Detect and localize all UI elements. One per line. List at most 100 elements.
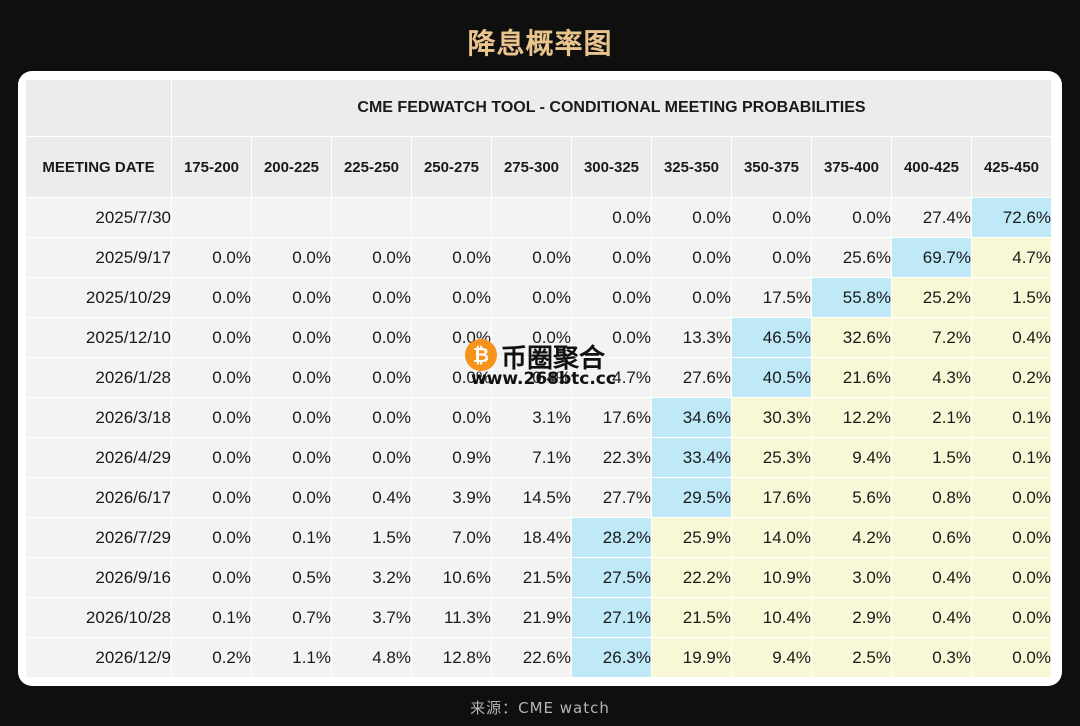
probability-cell: 33.4%	[651, 437, 732, 478]
probability-cell: 2.5%	[811, 637, 892, 678]
probability-cell: 46.5%	[731, 317, 812, 358]
probability-cell: 17.6%	[731, 477, 812, 518]
table-body: 2025/7/30 0.0% 0.0% 0.0% 0.0% 27.4% 72.6% 2025/…	[25, 197, 1052, 678]
rate-range-header: 200-225	[251, 136, 332, 198]
probability-cell: 30.3%	[731, 397, 812, 438]
meeting-date-cell: 2025/12/10	[25, 317, 172, 358]
probability-cell: 0.0%	[331, 237, 412, 278]
probability-cell: 5.6%	[811, 477, 892, 518]
probability-cell: 0.0%	[411, 277, 492, 318]
probability-cell: 3.7%	[331, 597, 412, 638]
probability-cell: 0.4%	[491, 357, 572, 398]
probability-cell: 7.0%	[411, 517, 492, 558]
probability-cell: 0.3%	[891, 637, 972, 678]
probability-cell: 0.0%	[331, 437, 412, 478]
probability-cell: 22.2%	[651, 557, 732, 598]
probability-cell: 14.0%	[731, 517, 812, 558]
probability-cell: 0.0%	[251, 397, 332, 438]
probability-cell: 0.0%	[331, 277, 412, 318]
probability-cell: 4.3%	[891, 357, 972, 398]
probability-cell: 11.3%	[411, 597, 492, 638]
probability-cell: 0.0%	[971, 557, 1052, 598]
probability-cell: 25.6%	[811, 237, 892, 278]
probability-cell: 2.9%	[811, 597, 892, 638]
meeting-date-cell: 2026/12/9	[25, 637, 172, 678]
probability-cell: 0.1%	[171, 597, 252, 638]
table-row: 2026/12/9 0.2% 1.1% 4.8% 12.8% 22.6% 26.3% 19.9…	[25, 637, 1052, 678]
probability-cell: 0.0%	[171, 437, 252, 478]
probability-cell: 25.2%	[891, 277, 972, 318]
probability-cell	[491, 197, 572, 238]
page-title: 降息概率图	[467, 27, 613, 60]
rate-range-header: 375-400	[811, 136, 892, 198]
probability-cell: 7.2%	[891, 317, 972, 358]
probability-cell: 0.0%	[171, 317, 252, 358]
probability-cell: 0.0%	[331, 357, 412, 398]
meeting-date-cell: 2025/10/29	[25, 277, 172, 318]
meeting-date-cell: 2026/10/28	[25, 597, 172, 638]
table-row: 2025/12/10 0.0% 0.0% 0.0% 0.0% 0.0% 0.0% 13.3% 4…	[25, 317, 1052, 358]
probability-cell: 9.4%	[731, 637, 812, 678]
table-row: 2025/10/29 0.0% 0.0% 0.0% 0.0% 0.0% 0.0% 0.0% 17…	[25, 277, 1052, 318]
probability-cell: 0.0%	[731, 197, 812, 238]
probability-cell: 0.0%	[491, 277, 572, 318]
probability-cell: 0.6%	[891, 517, 972, 558]
probability-cell: 12.8%	[411, 637, 492, 678]
probability-cell: 17.5%	[731, 277, 812, 318]
rate-range-header: 325-350	[651, 136, 732, 198]
meeting-date-cell: 2026/9/16	[25, 557, 172, 598]
probability-cell: 22.3%	[571, 437, 652, 478]
table-row: 2026/1/28 0.0% 0.0% 0.0% 0.0% 0.4% 4.7% 27.6% 40…	[25, 357, 1052, 398]
probability-cell	[251, 197, 332, 238]
probability-cell: 0.0%	[411, 237, 492, 278]
probability-cell: 22.6%	[491, 637, 572, 678]
meeting-date-cell: 2026/1/28	[25, 357, 172, 398]
probability-cell: 0.0%	[251, 437, 332, 478]
probability-cell	[411, 197, 492, 238]
probability-cell: 3.1%	[491, 397, 572, 438]
probability-cell: 21.5%	[491, 557, 572, 598]
probability-card: CME FEDWATCH TOOL - CONDITIONAL MEETING …	[18, 71, 1062, 686]
probability-cell: 0.9%	[411, 437, 492, 478]
probability-cell: 27.4%	[891, 197, 972, 238]
probability-cell: 10.9%	[731, 557, 812, 598]
meeting-date-cell: 2026/3/18	[25, 397, 172, 438]
probability-cell: 0.0%	[251, 277, 332, 318]
probability-cell: 0.0%	[171, 477, 252, 518]
probability-cell: 0.0%	[171, 517, 252, 558]
table-row: 2026/10/28 0.1% 0.7% 3.7% 11.3% 21.9% 27.1% 21.…	[25, 597, 1052, 638]
probability-cell: 0.0%	[571, 277, 652, 318]
probability-cell: 32.6%	[811, 317, 892, 358]
probability-cell: 0.8%	[891, 477, 972, 518]
probability-cell: 4.7%	[571, 357, 652, 398]
probability-cell: 0.4%	[891, 597, 972, 638]
probability-cell: 0.0%	[971, 477, 1052, 518]
meeting-date-cell: 2025/7/30	[25, 197, 172, 238]
probability-cell: 0.0%	[331, 317, 412, 358]
probability-cell: 0.0%	[571, 237, 652, 278]
probability-cell: 0.0%	[491, 237, 572, 278]
table-row: 2026/6/17 0.0% 0.0% 0.4% 3.9% 14.5% 27.7% 29.5%…	[25, 477, 1052, 518]
probability-cell: 10.6%	[411, 557, 492, 598]
probability-cell: 0.4%	[891, 557, 972, 598]
probability-cell: 4.7%	[971, 237, 1052, 278]
probability-cell: 0.0%	[971, 517, 1052, 558]
probability-cell: 14.5%	[491, 477, 572, 518]
corner-cell	[25, 79, 172, 137]
probability-cell	[331, 197, 412, 238]
probability-cell: 0.0%	[171, 397, 252, 438]
probability-cell: 18.4%	[491, 517, 572, 558]
probability-cell: 0.0%	[171, 237, 252, 278]
probability-cell: 10.4%	[731, 597, 812, 638]
rate-range-header: 425-450	[971, 136, 1052, 198]
probability-cell: 0.0%	[651, 197, 732, 238]
source-note: 来源：CME watch	[470, 699, 610, 717]
probability-cell: 17.6%	[571, 397, 652, 438]
probability-cell: 27.7%	[571, 477, 652, 518]
probability-cell: 3.2%	[331, 557, 412, 598]
probability-cell: 69.7%	[891, 237, 972, 278]
probability-cell: 27.5%	[571, 557, 652, 598]
probability-cell: 0.0%	[651, 277, 732, 318]
probability-cell: 72.6%	[971, 197, 1052, 238]
probability-cell: 21.5%	[651, 597, 732, 638]
